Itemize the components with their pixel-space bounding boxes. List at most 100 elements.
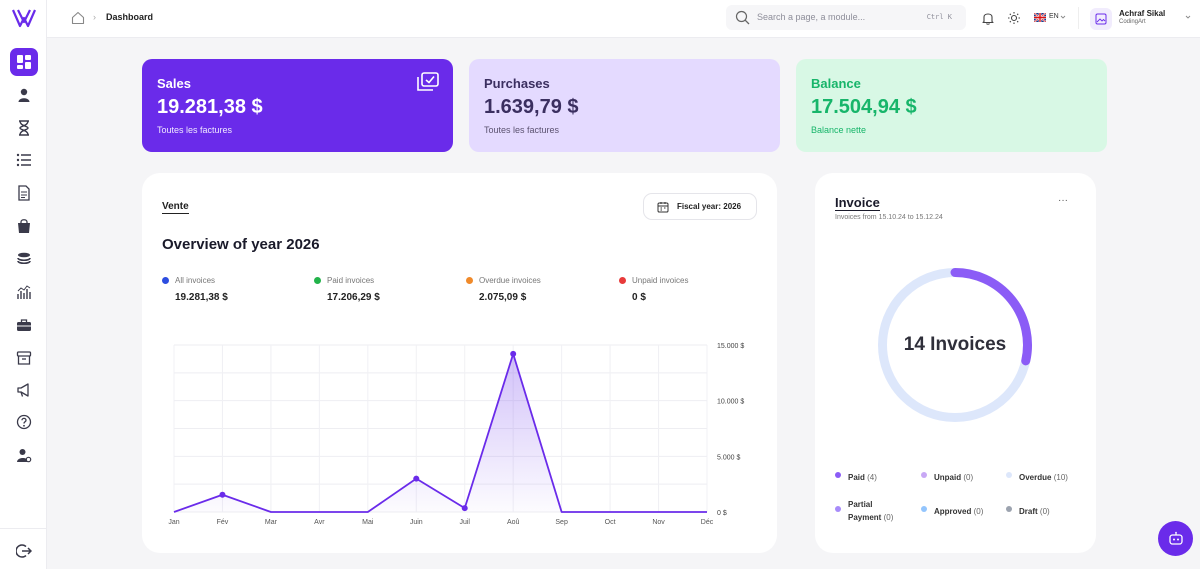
balance-card[interactable]: Balance 17.504,94 $ Balance nette <box>796 59 1107 152</box>
shopping-bag-icon <box>18 219 30 233</box>
chevron-right-icon: › <box>93 12 96 22</box>
sidebar-item-user-settings[interactable] <box>10 441 38 469</box>
user-settings-icon <box>17 449 32 463</box>
legend-dot <box>835 472 841 478</box>
logout-button[interactable] <box>10 537 38 565</box>
purchases-card[interactable]: Purchases 1.639,79 $ Toutes les factures <box>469 59 780 152</box>
legend-count: (0) <box>1039 507 1050 516</box>
briefcase-icon <box>17 319 31 331</box>
invoice-card: Invoice Invoices from 15.10.24 to 15.12.… <box>815 173 1096 553</box>
x-tick-label: Fév <box>217 519 229 526</box>
sidebar-item-list[interactable] <box>10 146 38 174</box>
dashboard-icon <box>17 55 31 69</box>
sidebar-item-marketing[interactable] <box>10 376 38 404</box>
overview-chart: Jan Fév Mar Avr Mai Juin Juil Aoû Sep Oct Nov Déc 15… <box>168 343 744 526</box>
breadcrumb[interactable]: Dashboard <box>106 12 154 22</box>
search-input[interactable]: Search a page, a module... <box>757 12 866 22</box>
legend-count: (0) <box>963 473 974 482</box>
x-tick-label: Juin <box>410 519 423 526</box>
chevron-down-icon[interactable] <box>1185 14 1191 20</box>
legend-count: (4) <box>867 473 877 482</box>
balance-value: 17.504,94 $ <box>811 96 917 118</box>
sidebar-item-hourglass[interactable] <box>10 114 38 142</box>
sun-icon[interactable] <box>1007 11 1021 25</box>
app-logo[interactable] <box>12 8 36 28</box>
tab-vente[interactable]: Vente <box>162 201 189 214</box>
language-selector[interactable]: EN <box>1049 13 1059 20</box>
legend-dot <box>835 506 841 512</box>
search-icon <box>735 10 750 25</box>
sidebar-item-projects[interactable] <box>10 311 38 339</box>
chevron-down-icon <box>1060 15 1066 19</box>
sidebar-item-users[interactable] <box>10 81 38 109</box>
data-point <box>219 491 226 498</box>
hourglass-icon <box>19 120 29 136</box>
user-icon <box>18 88 30 102</box>
home-icon[interactable] <box>71 11 85 25</box>
x-tick-label: Juil <box>459 519 470 526</box>
archive-icon <box>16 351 32 365</box>
sales-card[interactable]: Sales 19.281,38 $ Toutes les factures <box>142 59 453 152</box>
sidebar-item-finance[interactable] <box>10 245 38 273</box>
analytics-icon <box>17 285 31 299</box>
sidebar-item-dashboard[interactable] <box>10 48 38 76</box>
uk-flag-icon[interactable] <box>1034 13 1046 22</box>
purchases-subtitle: Toutes les factures <box>484 125 560 135</box>
calendar-icon <box>657 202 669 213</box>
legend-count: (0) <box>883 513 894 522</box>
user-name[interactable]: Achraf Sikal <box>1119 9 1166 18</box>
more-options-icon[interactable]: ··· <box>1058 195 1068 206</box>
legend-label: Paid invoices <box>327 276 375 285</box>
legend-label: Overdue invoices <box>479 276 541 285</box>
legend-dot <box>1006 472 1012 478</box>
list-icon <box>16 153 31 167</box>
legend-label: Overdue <box>1019 473 1052 482</box>
sales-value: 19.281,38 $ <box>157 96 263 118</box>
purchases-label: Purchases <box>484 76 550 91</box>
robot-icon <box>1168 531 1183 545</box>
help-icon <box>16 414 32 430</box>
x-tick-label: Avr <box>314 519 325 526</box>
legend-dot <box>619 277 626 284</box>
image-icon <box>1095 13 1107 25</box>
fiscal-year-label: Fiscal year: 2026 <box>677 202 742 211</box>
assistant-bot-button[interactable] <box>1158 521 1193 556</box>
legend-dot <box>162 277 169 284</box>
fiscal-year-button[interactable]: Fiscal year: 2026 <box>643 193 757 220</box>
sidebar <box>0 0 47 569</box>
legend-dot <box>466 277 473 284</box>
balance-subtitle: Balance nette <box>811 125 867 135</box>
y-tick-label: 15.000 $ <box>717 343 744 350</box>
legend-dot <box>921 472 927 478</box>
invoice-check-icon <box>417 72 439 91</box>
invoice-date-range: Invoices from 15.10.24 to 15.12.24 <box>835 214 943 221</box>
donut-center-label: 14 Invoices <box>903 334 1007 355</box>
purchases-value: 1.639,79 $ <box>484 96 579 118</box>
sidebar-item-archive[interactable] <box>10 344 38 372</box>
sidebar-item-shop[interactable] <box>10 212 38 240</box>
sidebar-item-help[interactable] <box>10 408 38 436</box>
x-tick-label: Oct <box>605 519 616 526</box>
overview-card: Vente Fiscal year: 2026 Overview of year… <box>142 173 777 553</box>
data-point <box>510 350 517 357</box>
data-point <box>413 475 420 482</box>
legend-label-2: Payment <box>848 513 882 522</box>
logout-icon <box>16 544 32 558</box>
sales-subtitle: Toutes les factures <box>157 125 233 135</box>
sidebar-divider <box>0 528 47 529</box>
invoice-title: Invoice <box>835 195 880 211</box>
invoice-donut <box>878 268 1032 422</box>
search-bar[interactable]: Search a page, a module... Ctrl K <box>726 5 966 30</box>
balance-label: Balance <box>811 76 861 91</box>
x-tick-label: Mar <box>265 519 278 526</box>
user-org: CodingArt <box>1119 19 1146 25</box>
sidebar-item-documents[interactable] <box>10 179 38 207</box>
legend-value: 19.281,38 $ <box>175 292 228 303</box>
search-shortcut: Ctrl K <box>926 13 952 21</box>
y-tick-label: 10.000 $ <box>717 399 744 406</box>
coins-icon <box>17 252 31 265</box>
sidebar-item-analytics[interactable] <box>10 278 38 306</box>
bell-icon[interactable] <box>981 11 995 25</box>
avatar[interactable] <box>1090 8 1112 30</box>
data-point <box>461 505 468 512</box>
